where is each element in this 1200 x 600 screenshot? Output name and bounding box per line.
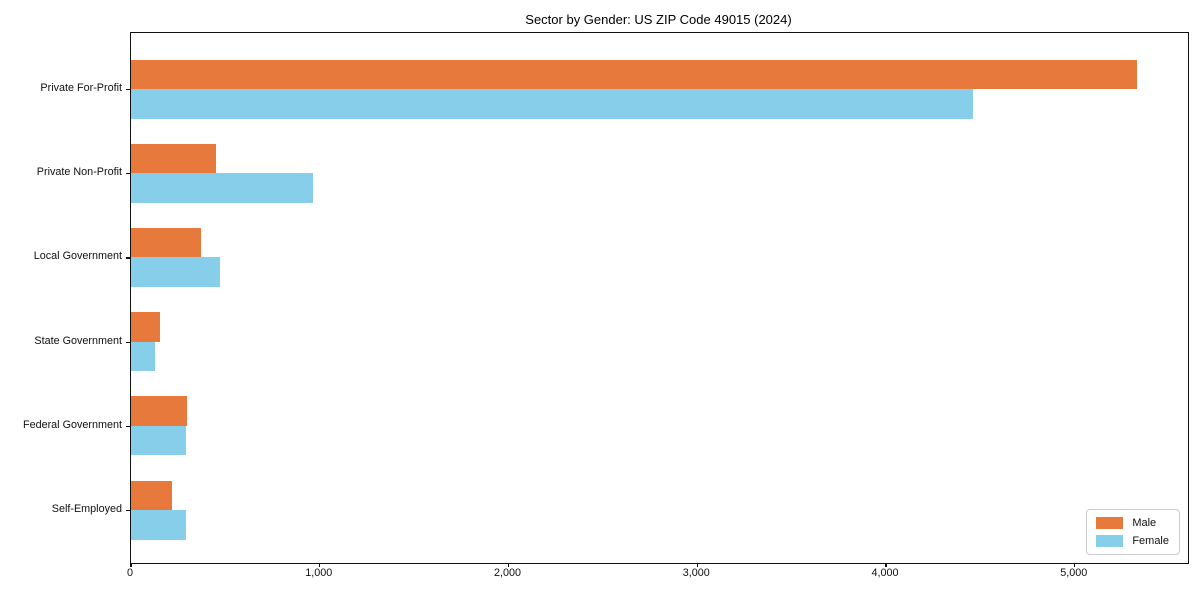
plot-area: Male Female <box>126 32 1189 567</box>
bar-male-4 <box>131 312 160 342</box>
x-tick-label: 2,000 <box>493 567 522 579</box>
y-tick-label: State Government <box>34 334 122 347</box>
y-tick-label: Private Non-Profit <box>36 166 122 179</box>
legend-swatch-female <box>1096 535 1124 547</box>
x-tick <box>130 563 132 567</box>
y-tick-label: Self-Employed <box>51 503 122 515</box>
y-tick-label: Private For-Profit <box>40 82 122 94</box>
bar-female-3 <box>131 257 220 287</box>
y-tick <box>126 341 130 343</box>
chart-title: Sector by Gender: US ZIP Code 49015 (202… <box>525 12 792 27</box>
legend-label-female: Female <box>1132 535 1169 547</box>
bar-female-1 <box>131 89 973 119</box>
y-axis-labels: Private For-Profit Private Non-Profit Loca… <box>0 32 122 562</box>
bar-female-4 <box>131 341 156 372</box>
y-tick <box>126 173 130 175</box>
legend-item-female: Female <box>1096 535 1169 547</box>
x-tick-label: 3,000 <box>682 567 710 579</box>
x-tick-label: 1,000 <box>305 567 333 579</box>
bar-male-6 <box>131 480 172 510</box>
y-tick <box>126 257 130 259</box>
legend-item-male: Male <box>1096 517 1169 529</box>
x-tick <box>885 563 887 567</box>
bar-male-1 <box>131 59 1138 89</box>
bar-male-5 <box>131 396 187 426</box>
legend-label-male: Male <box>1132 517 1157 529</box>
y-tick <box>126 425 130 427</box>
x-tick <box>696 563 698 567</box>
x-tick <box>319 563 321 567</box>
bar-female-5 <box>131 425 186 456</box>
x-tick-label: 5,000 <box>1060 567 1088 579</box>
x-tick <box>1074 563 1076 567</box>
bar-male-3 <box>131 227 201 258</box>
legend-swatch-male <box>1096 517 1124 529</box>
bar-female-2 <box>131 173 314 203</box>
x-tick-label: 0 <box>126 567 133 579</box>
y-tick-label: Local Government <box>33 250 122 263</box>
y-tick <box>126 89 130 91</box>
y-tick <box>126 510 130 512</box>
x-axis-labels: 0 1,000 2,000 3,000 4,000 5,000 <box>127 567 1187 583</box>
legend: Male Female <box>1086 509 1180 555</box>
x-tick-label: 4,000 <box>871 567 899 579</box>
bar-female-6 <box>131 510 186 540</box>
x-tick <box>507 563 510 567</box>
bar-male-2 <box>131 143 216 174</box>
y-tick-label: Federal Government <box>22 418 122 431</box>
